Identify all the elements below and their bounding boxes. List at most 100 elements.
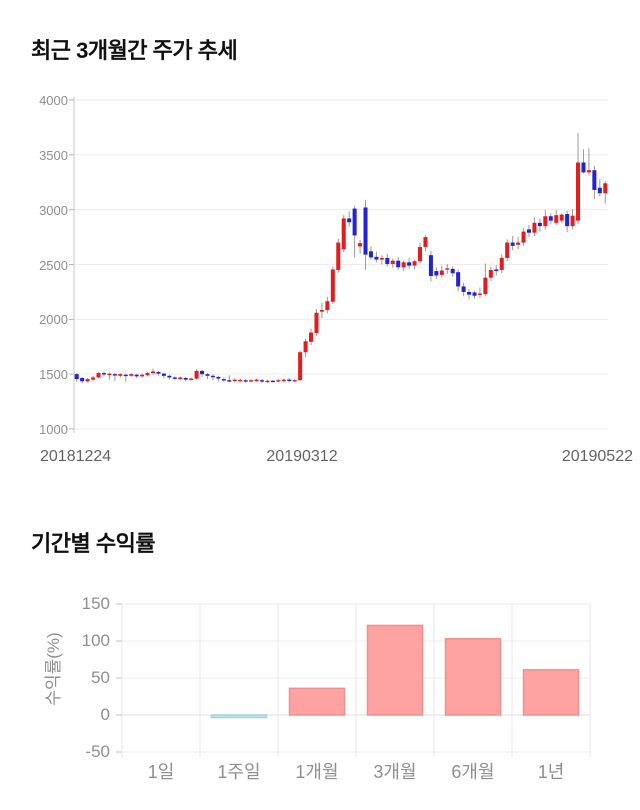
candle-body [358,243,363,247]
candle-body [543,216,548,227]
candle-body [303,341,308,353]
candle-body [243,380,248,382]
candle-body [586,170,591,173]
candle-body [570,215,575,227]
candle-body [488,269,493,278]
candle-body [341,218,346,250]
candle-body [423,237,428,247]
candle-body [80,378,85,382]
candle-body [210,375,215,378]
returns-bar [366,624,424,716]
candle-body [254,379,259,382]
candle-body [494,269,499,272]
candle-body [270,380,275,383]
returns-y-tick-label: 50 [91,668,110,687]
candle-body [565,214,570,227]
candle-body [129,374,134,376]
candle-body [456,272,461,287]
candle-body [379,257,384,260]
candle-body [368,251,373,258]
candle-body [123,374,128,377]
candle-body [238,379,243,382]
returns-y-tick-label: 150 [81,594,110,613]
returns-bar [522,669,580,716]
candle-body [161,373,166,376]
candle-body [428,255,433,277]
candle-body [576,162,581,221]
candle-body [374,256,379,260]
candle-body [477,293,482,295]
candle-body [194,370,199,379]
price-y-tick-label: 4000 [39,93,68,108]
price-x-axis-label: 20181224 [40,448,112,465]
candle-body [189,378,194,380]
candle-body [521,231,526,243]
candle-body [467,291,472,295]
candle-body [314,312,319,334]
candle-body [74,374,79,380]
candle-body [499,257,504,270]
returns-y-tick-label: -50 [85,742,110,761]
returns-category-label: 1개월 [295,762,339,782]
candle-body [118,374,123,376]
candle-body [101,373,106,375]
returns-category-label: 3개월 [373,762,417,782]
candle-body [336,242,341,270]
candle-body [205,374,210,376]
candle-body [385,257,390,264]
candle-body [450,268,455,274]
candle-body [330,269,335,302]
returns-category-label: 6개월 [451,762,495,782]
price-y-tick-label: 3000 [39,202,68,218]
candle-body [472,292,477,296]
returns-chart-title: 기간별 수익률 [31,531,156,556]
candle-body [227,380,232,382]
candle-body [548,216,553,221]
candle-body [259,380,265,382]
candle-body [156,371,161,374]
price-y-tick-label: 1500 [39,367,68,383]
candle-body [281,379,286,382]
candle-body [532,222,537,233]
candle-body [516,242,521,245]
candle-body [145,373,150,376]
candle-body [510,242,515,246]
candle-body [401,262,406,268]
candle-body [603,183,608,194]
price-x-axis-label: 20190312 [266,448,338,465]
candle-body [396,260,401,268]
returns-category-label: 1주일 [217,762,261,782]
candle-body [390,260,395,264]
candle-body [434,271,439,276]
candle-body [134,374,139,377]
returns-y-tick-label: 100 [81,631,110,650]
price-y-tick-label: 3500 [39,147,68,163]
candle-body [363,207,368,255]
candle-body [417,246,423,262]
candle-body [292,380,297,382]
candle-body [221,379,226,381]
returns-bar [288,687,346,716]
price-y-tick-label: 2500 [39,257,68,273]
price-chart-title: 최근 3개월간 주가 추세 [31,38,238,63]
candle-body [216,376,221,379]
candle-body [597,187,602,194]
returns-category-label: 1일 [147,762,175,782]
candle-body [581,162,586,173]
candle-body [439,270,444,275]
candle-body [91,377,96,380]
candle-body [319,310,324,312]
candle-body [249,380,254,382]
candle-body [140,374,145,377]
candle-body [232,379,237,382]
candle-body [592,170,597,190]
candle-body [178,377,183,380]
candle-body [200,370,205,375]
candle-body [287,379,292,382]
candle-body [96,373,101,378]
candle-body [483,277,488,295]
candle-body [461,286,466,292]
candle-body [554,215,559,223]
